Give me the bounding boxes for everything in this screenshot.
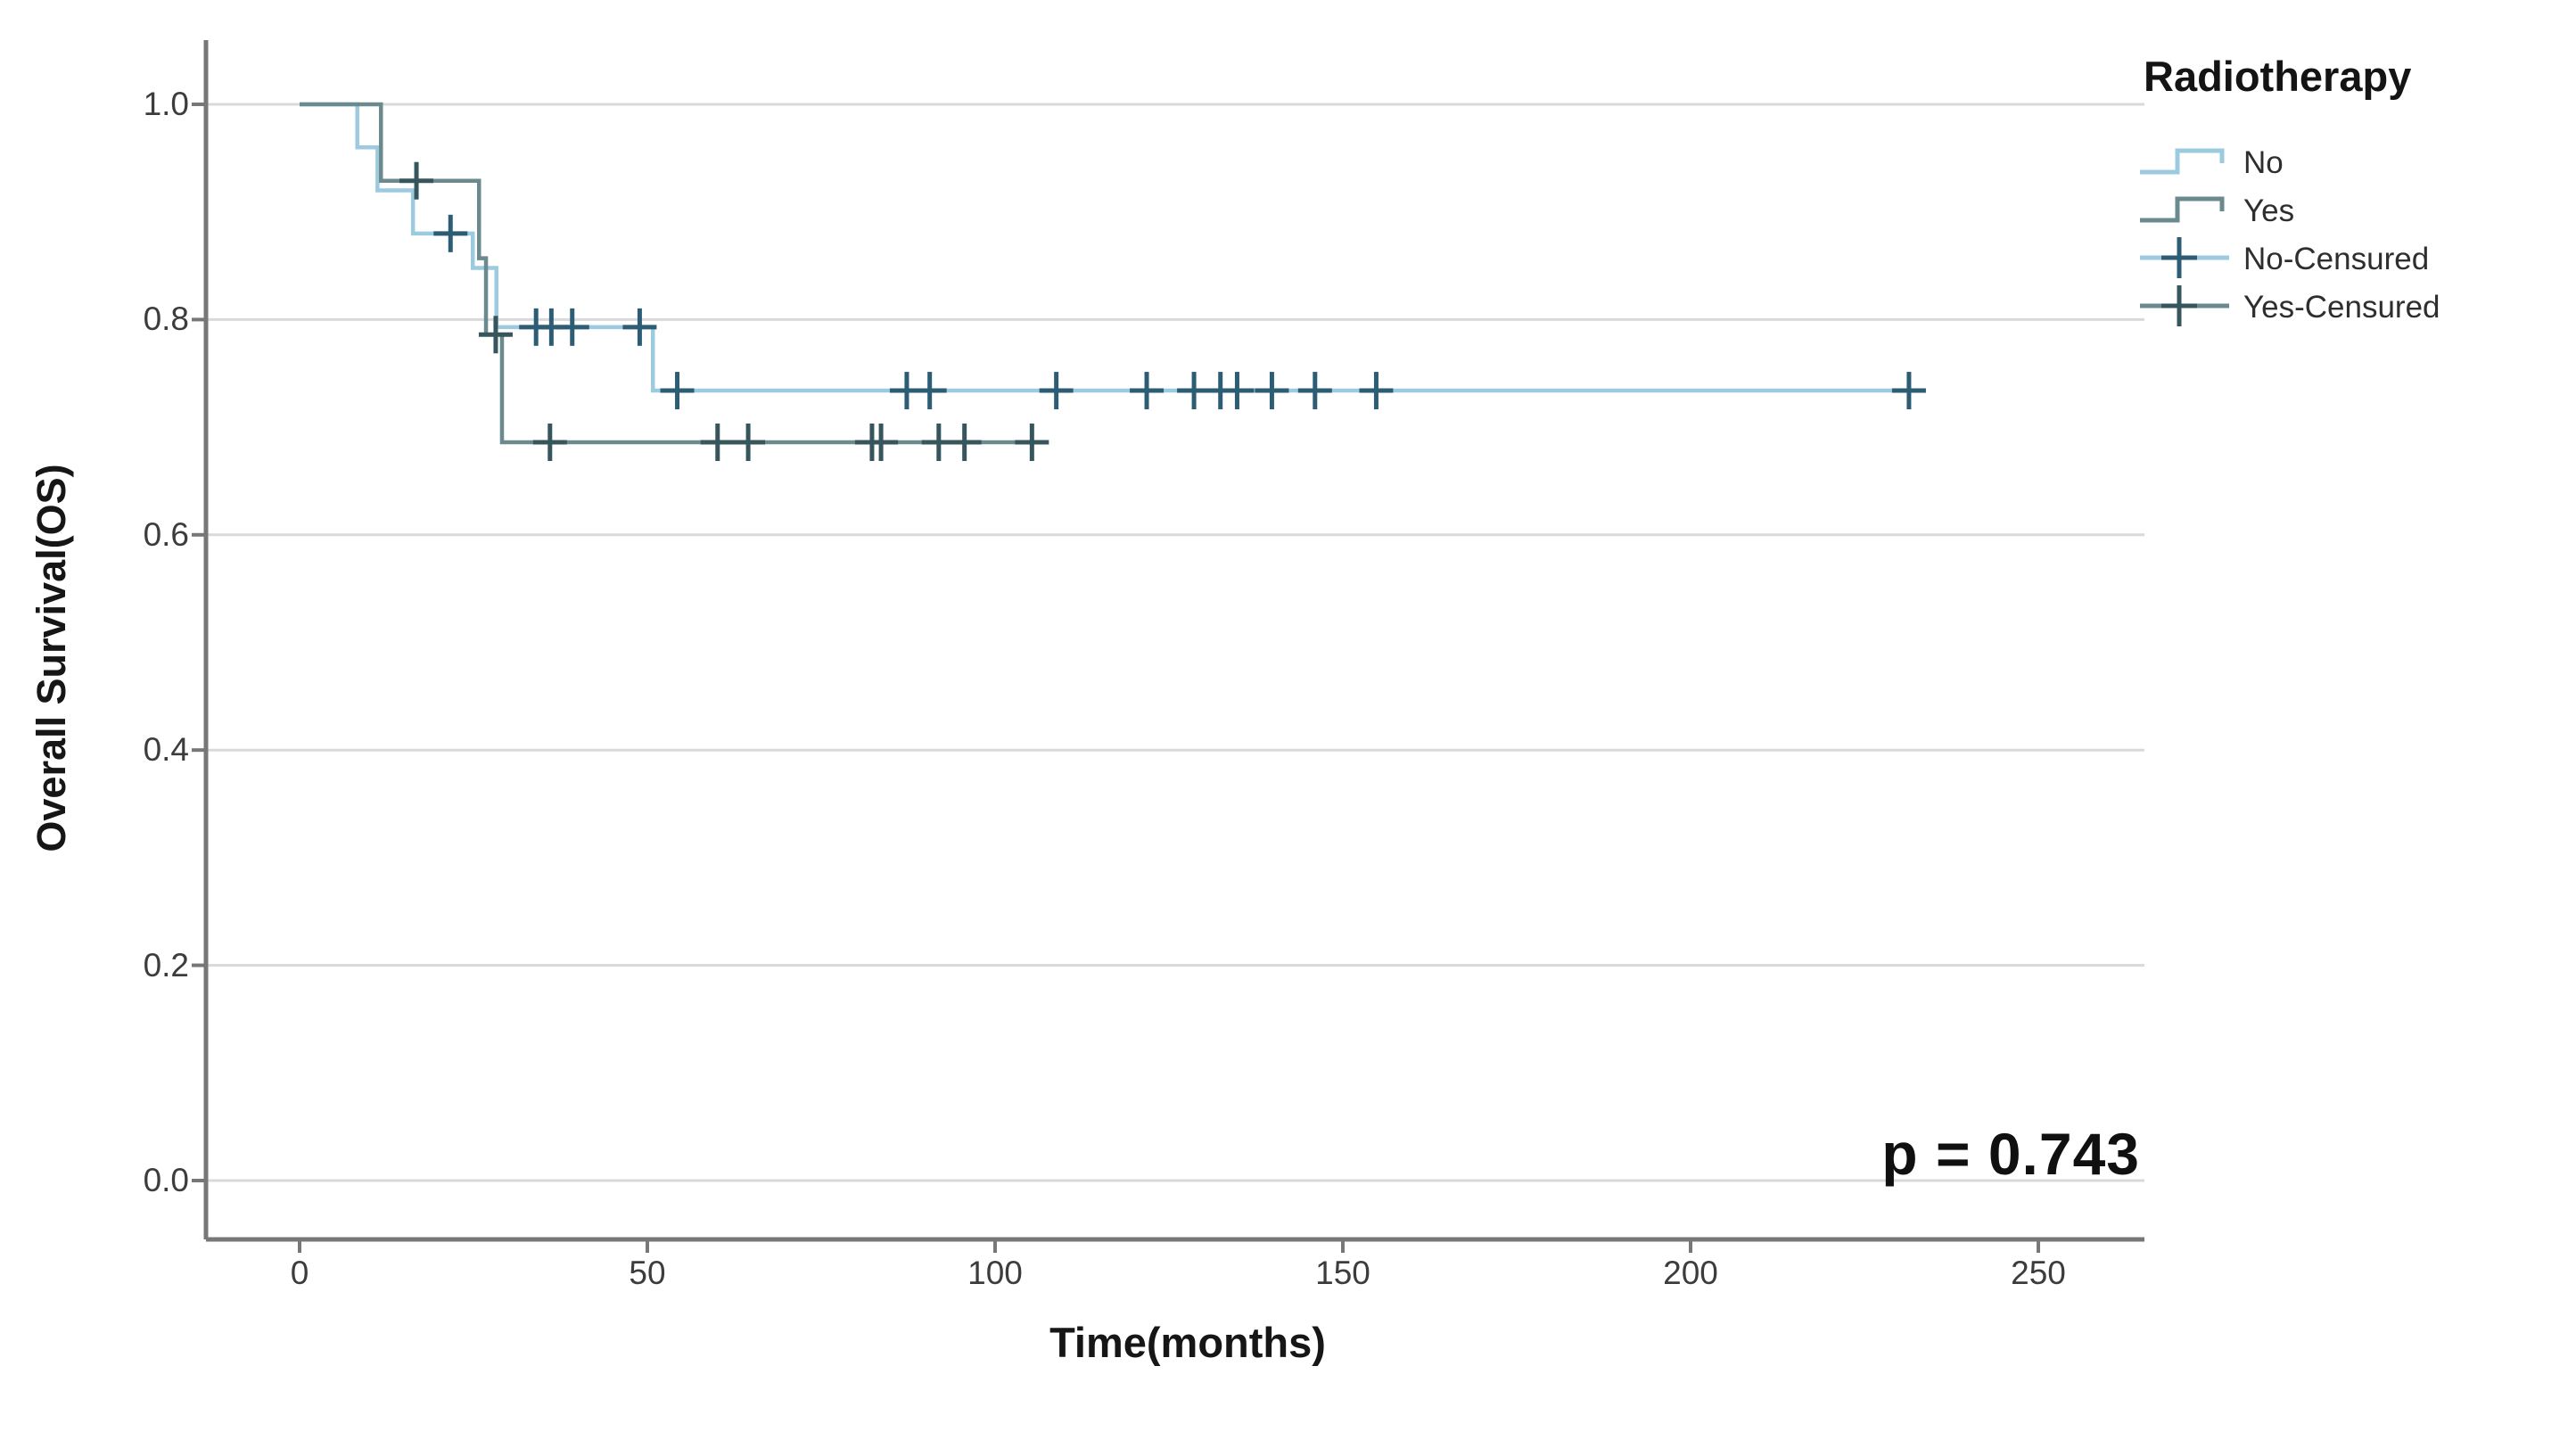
x-tick-label-250: 250	[2011, 1255, 2066, 1291]
legend-item-label: Yes	[2243, 193, 2295, 228]
y-tick-label-1.0: 1.0	[143, 86, 189, 122]
y-tick-label-0.4: 0.4	[143, 731, 189, 769]
x-tick-label-50: 50	[629, 1255, 666, 1291]
x-tick-label-150: 150	[1315, 1255, 1370, 1291]
legend-item-no-censured: No-Censured	[2136, 235, 2429, 284]
legend-item-label: No-Censured	[2243, 242, 2430, 276]
censor-plus-swatch-no	[2136, 233, 2234, 287]
survival-curve-yes	[300, 102, 1048, 445]
censor-plus-swatch-yes	[2136, 281, 2234, 335]
legend-item-label: Yes-Censured	[2243, 290, 2440, 325]
y-tick-label-0.8: 0.8	[143, 300, 189, 338]
x-tick-label-200: 200	[1663, 1255, 1718, 1291]
step-line-swatch-no	[2136, 136, 2234, 191]
y-tick-label-0.2: 0.2	[143, 946, 189, 983]
x-tick-label-100: 100	[967, 1255, 1023, 1291]
legend-item-label: No	[2243, 145, 2284, 180]
legend-item-yes-censured: Yes-Censured	[2136, 283, 2440, 333]
survival-curve-no	[300, 102, 1913, 393]
x-tick-label-0: 0	[290, 1255, 309, 1291]
y-axis-title: Overall Survival(OS)	[29, 464, 74, 852]
y-tick-label-0.0: 0.0	[143, 1162, 189, 1198]
y-tick-label-0.6: 0.6	[143, 515, 189, 553]
p-value-annotation: p = 0.743	[1881, 1121, 2140, 1187]
legend-item-no: No	[2136, 138, 2284, 188]
legend-item-yes: Yes	[2136, 186, 2294, 236]
legend-title: Radiotherapy	[2144, 53, 2412, 100]
x-axis-title: Time(months)	[1049, 1319, 1326, 1366]
step-line-swatch-yes	[2136, 185, 2234, 239]
legend: Radiotherapy No Yes No-Censured Yes-Cens…	[2136, 52, 2576, 326]
